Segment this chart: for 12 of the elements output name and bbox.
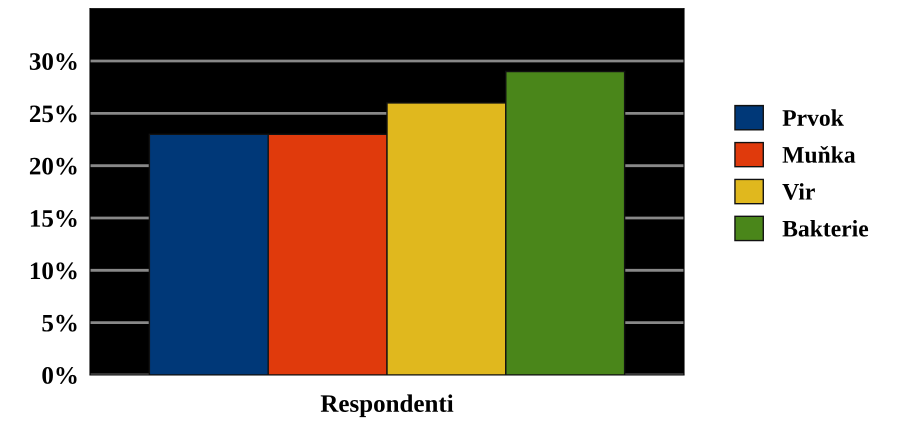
y-tick-label: 20% [30,158,77,175]
y-tick-label: 0% [42,367,77,384]
y-tick-label: 10% [30,262,77,280]
y-tick-label: 25% [30,105,77,122]
y-tick-label: 5% [42,314,77,332]
legend-label: Muňka [782,146,856,163]
legend-label: Prvok [782,109,844,126]
legend-label: Vir [782,183,815,200]
x-tick-label: Respondenti [320,394,454,418]
y-tick-label: 15% [30,210,77,227]
legend-label: Bakterie [782,220,868,237]
y-tick-label: 30% [30,53,77,70]
